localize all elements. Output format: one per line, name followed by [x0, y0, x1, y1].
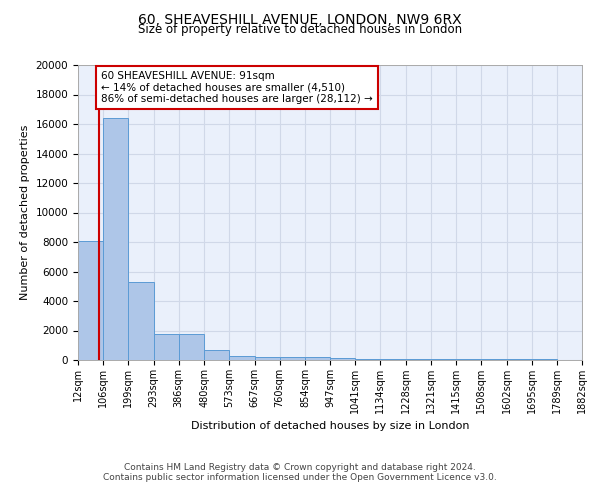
X-axis label: Distribution of detached houses by size in London: Distribution of detached houses by size … [191, 422, 469, 432]
Bar [380, 358, 406, 360]
Bar [280, 357, 305, 360]
Text: 60 SHEAVESHILL AVENUE: 91sqm
← 14% of detached houses are smaller (4,510)
86% of: 60 SHEAVESHILL AVENUE: 91sqm ← 14% of de… [101, 71, 373, 104]
Bar [128, 282, 154, 360]
Bar [431, 359, 456, 360]
Text: Contains HM Land Registry data © Crown copyright and database right 2024.: Contains HM Land Registry data © Crown c… [124, 464, 476, 472]
Bar [78, 240, 103, 360]
Bar [305, 358, 330, 360]
Bar [179, 334, 204, 360]
Text: 60, SHEAVESHILL AVENUE, LONDON, NW9 6RX: 60, SHEAVESHILL AVENUE, LONDON, NW9 6RX [138, 12, 462, 26]
Text: Size of property relative to detached houses in London: Size of property relative to detached ho… [138, 22, 462, 36]
Bar [103, 118, 128, 360]
Bar [406, 359, 431, 360]
Bar [254, 356, 280, 360]
Bar [355, 358, 380, 360]
Y-axis label: Number of detached properties: Number of detached properties [20, 125, 30, 300]
Text: Contains public sector information licensed under the Open Government Licence v3: Contains public sector information licen… [103, 472, 497, 482]
Bar [154, 334, 179, 360]
Bar [204, 350, 229, 360]
Bar [229, 356, 254, 360]
Bar [330, 358, 355, 360]
Bar [456, 359, 481, 360]
